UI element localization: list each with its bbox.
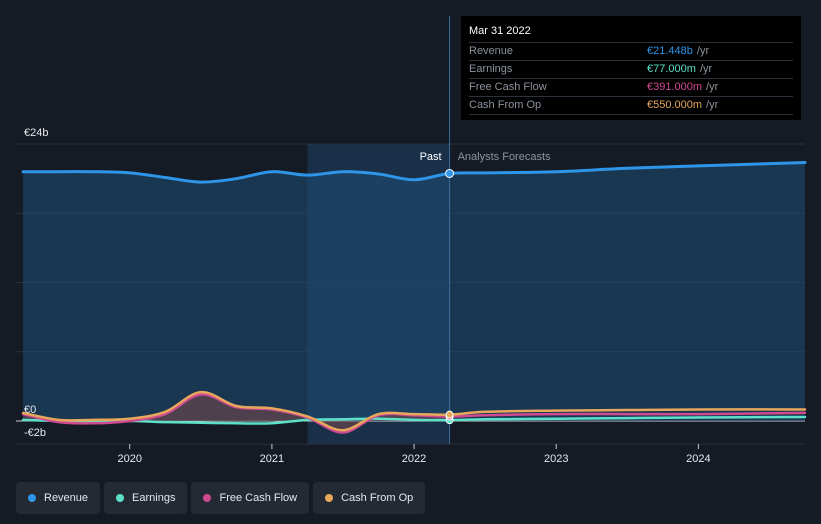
series-line-cash-from-op xyxy=(21,390,807,432)
revenue-dot-icon xyxy=(28,494,36,502)
series-line-revenue xyxy=(21,160,807,184)
tooltip-row-earnings: Earnings €77.000m /yr xyxy=(469,61,793,79)
legend-item-revenue[interactable]: Revenue xyxy=(16,482,101,514)
legend-label: Cash From Op xyxy=(341,492,414,504)
data-tooltip: Mar 31 2022 Revenue €21.448b /yr Earning… xyxy=(461,16,801,120)
revenue-area-fill xyxy=(23,162,806,421)
tooltip-markers xyxy=(445,168,455,425)
tooltip-value: €550.000m xyxy=(647,99,703,111)
y-axis-top-label: €24b xyxy=(24,127,48,139)
y-axis-zero-label: €0 xyxy=(24,404,36,416)
legend-label: Earnings xyxy=(132,492,176,504)
tooltip-unit: /yr xyxy=(699,63,713,75)
x-tick-label: 2021 xyxy=(260,453,284,465)
cash-from-op-dot-icon xyxy=(325,494,334,502)
legend-item-cash-from-op[interactable]: Cash From Op xyxy=(313,482,426,514)
tooltip-value: €77.000m xyxy=(647,63,696,75)
x-tick-label: 2023 xyxy=(544,453,568,465)
y-axis-bottom-label: -€2b xyxy=(24,427,46,439)
tooltip-unit: /yr xyxy=(696,45,710,57)
tooltip-value: €391.000m xyxy=(647,81,703,93)
series-line-free-cash-flow xyxy=(21,393,807,434)
marker-revenue xyxy=(445,168,455,178)
series-layer xyxy=(21,160,807,434)
tooltip-row-revenue: Revenue €21.448b /yr xyxy=(469,43,793,61)
legend-item-free-cash-flow[interactable]: Free Cash Flow xyxy=(191,482,310,514)
tooltip-label: Earnings xyxy=(469,63,513,75)
revenue-earnings-chart: €24b €0 -€2b Past Analysts Forecasts 202… xyxy=(16,16,807,465)
tooltip-value: €21.448b xyxy=(647,45,693,57)
legend-label: Free Cash Flow xyxy=(219,492,298,504)
tooltip-unit: /yr xyxy=(706,99,719,111)
tooltip-row-cash-from-op: Cash From Op €550.000m /yr xyxy=(469,97,793,115)
past-label: Past xyxy=(420,151,442,163)
x-axis-ticks: 2020 2021 2022 2023 2024 xyxy=(117,444,711,465)
earnings-dot-icon xyxy=(116,494,125,502)
tooltip-label: Cash From Op xyxy=(469,99,542,111)
tooltip-label: Free Cash Flow xyxy=(469,81,547,93)
legend-item-earnings[interactable]: Earnings xyxy=(104,482,188,514)
marker-cash-from-op xyxy=(445,410,454,419)
tooltip-label: Revenue xyxy=(469,45,514,57)
free-cash-flow-dot-icon xyxy=(203,494,212,502)
legend-label: Revenue xyxy=(44,492,89,504)
tooltip-date: Mar 31 2022 xyxy=(469,24,793,43)
chart-legend: Revenue Earnings Free Cash Flow Cash Fro… xyxy=(16,482,426,514)
tooltip-row-free-cash-flow: Free Cash Flow €391.000m /yr xyxy=(469,79,793,97)
x-tick-label: 2020 xyxy=(117,453,141,465)
x-tick-label: 2022 xyxy=(402,453,426,465)
x-tick-label: 2024 xyxy=(686,453,710,465)
analysts-forecasts-label: Analysts Forecasts xyxy=(458,151,551,163)
tooltip-unit: /yr xyxy=(706,81,719,93)
